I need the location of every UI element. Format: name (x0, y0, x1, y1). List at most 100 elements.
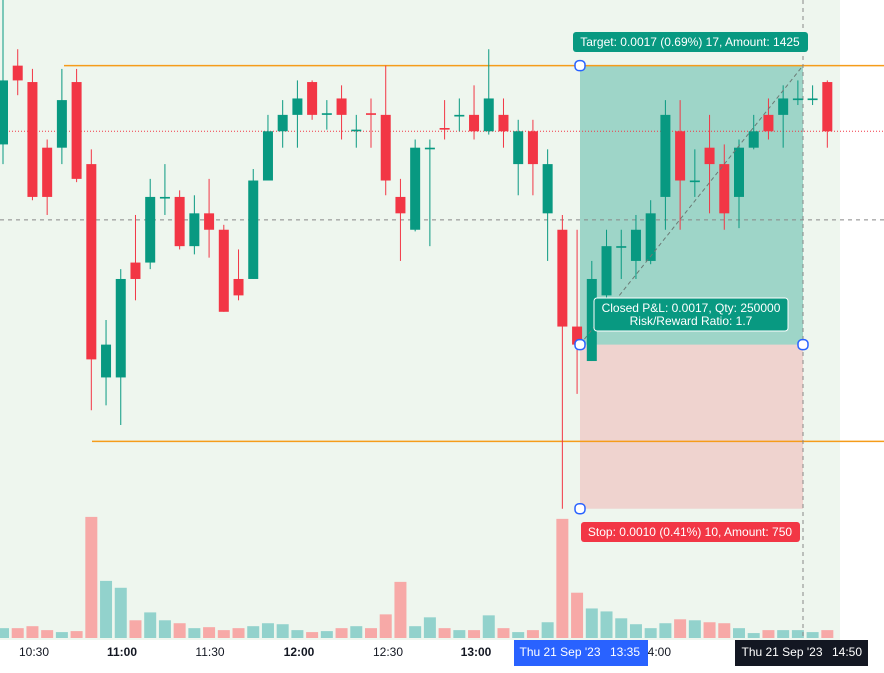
candle-body (483, 98, 494, 132)
candle-body (0, 80, 8, 145)
candle-body (734, 147, 744, 197)
volume-bar (217, 630, 230, 638)
volume-bar (615, 618, 628, 638)
candle-body (572, 326, 583, 345)
candle-body (792, 98, 803, 101)
volume-bar (688, 620, 701, 638)
volume-bar (173, 623, 186, 638)
x-tick-label: 13:00 (461, 645, 492, 659)
volume-bar (497, 628, 510, 638)
volume-bar (526, 630, 539, 638)
volume-bar (482, 615, 495, 638)
stop-zone (580, 344, 803, 509)
volume-bar (674, 619, 687, 638)
volume-bar (55, 632, 68, 638)
candle-body (145, 196, 156, 263)
candle-body (248, 180, 259, 279)
volume-bar (158, 620, 171, 638)
volume-bar (423, 617, 436, 638)
candle-body (586, 278, 597, 362)
volume-bar (821, 630, 834, 638)
volume-bar (600, 611, 613, 638)
volume-bar (453, 630, 466, 638)
volume-bar (747, 633, 760, 638)
target-label-box (573, 32, 808, 52)
handle (797, 338, 809, 351)
volume-bar (379, 614, 392, 638)
x-tick-label: 12:30 (373, 645, 403, 659)
start-date: Thu 21 Sep '23 (519, 645, 600, 659)
volume-bar (409, 626, 422, 638)
candle-body (660, 114, 671, 197)
volume-bar (365, 628, 377, 638)
x-tick-label: 14:00 (641, 645, 671, 659)
volume-bar (26, 626, 39, 638)
x-tick-label: 11:00 (107, 645, 137, 659)
candle-body (262, 131, 273, 181)
volume-bar (335, 628, 348, 638)
stop-label-box (581, 522, 800, 542)
candle-body (27, 82, 38, 197)
volume-bar (350, 626, 363, 638)
volume-bar (438, 628, 451, 638)
volume-bar (777, 630, 790, 638)
volume-bar (468, 630, 481, 638)
candle-body (469, 114, 480, 132)
volume-bar (791, 630, 804, 638)
candle-body (689, 180, 700, 183)
candle-body (424, 147, 435, 150)
candle-body (12, 65, 23, 81)
start-time-box (514, 640, 648, 666)
candle-body (778, 98, 789, 115)
volume-bar (556, 518, 569, 638)
volume-bar (291, 630, 304, 638)
volume-bar (276, 624, 289, 638)
end-date: Thu 21 Sep '23 (741, 645, 822, 659)
candle-body (439, 128, 450, 130)
volume-bar (261, 623, 274, 638)
candle-body (645, 213, 656, 261)
candle-body (307, 82, 318, 115)
handle (574, 338, 586, 351)
candle-body (454, 114, 465, 117)
candle-body (542, 164, 553, 214)
volume-bar (659, 623, 672, 638)
candle-body (71, 82, 82, 179)
volume-bar (703, 622, 716, 638)
candle-body (513, 131, 524, 165)
candle-body (366, 113, 376, 115)
x-tick-label: 10:30 (19, 645, 49, 659)
candle-body (395, 196, 406, 214)
volume-bar (85, 516, 98, 638)
candle-body (380, 114, 391, 181)
candle-body (719, 164, 730, 214)
candle-body (601, 246, 612, 296)
candle-body (763, 114, 774, 132)
volume-bar (306, 632, 319, 638)
volume-bar (203, 627, 216, 638)
handle (574, 59, 586, 72)
candle-body (56, 100, 67, 148)
volume-bar (512, 632, 525, 638)
rr-label: Risk/Reward Ratio: 1.7 (630, 314, 753, 328)
volume-bar (762, 630, 775, 638)
x-tick-label: 12:00 (284, 645, 315, 659)
candle-body (233, 278, 244, 296)
volume-bar (629, 624, 642, 638)
volume-bar (394, 581, 407, 638)
candle-body (292, 98, 303, 115)
candle-body (204, 213, 215, 230)
candle-body (616, 246, 627, 248)
candle-body (557, 229, 568, 327)
candle-body (336, 98, 347, 115)
candle-body (218, 229, 229, 312)
volume-bar (585, 608, 598, 638)
target-label: Target: 0.0017 (0.69%) 17, Amount: 1425 (580, 35, 800, 49)
volume-bar (571, 592, 584, 638)
volume-bar (188, 628, 201, 638)
pnl-label: Closed P&L: 0.0017, Qty: 250000 (602, 301, 781, 315)
volume-bar (41, 630, 54, 638)
candle-body (630, 229, 641, 261)
